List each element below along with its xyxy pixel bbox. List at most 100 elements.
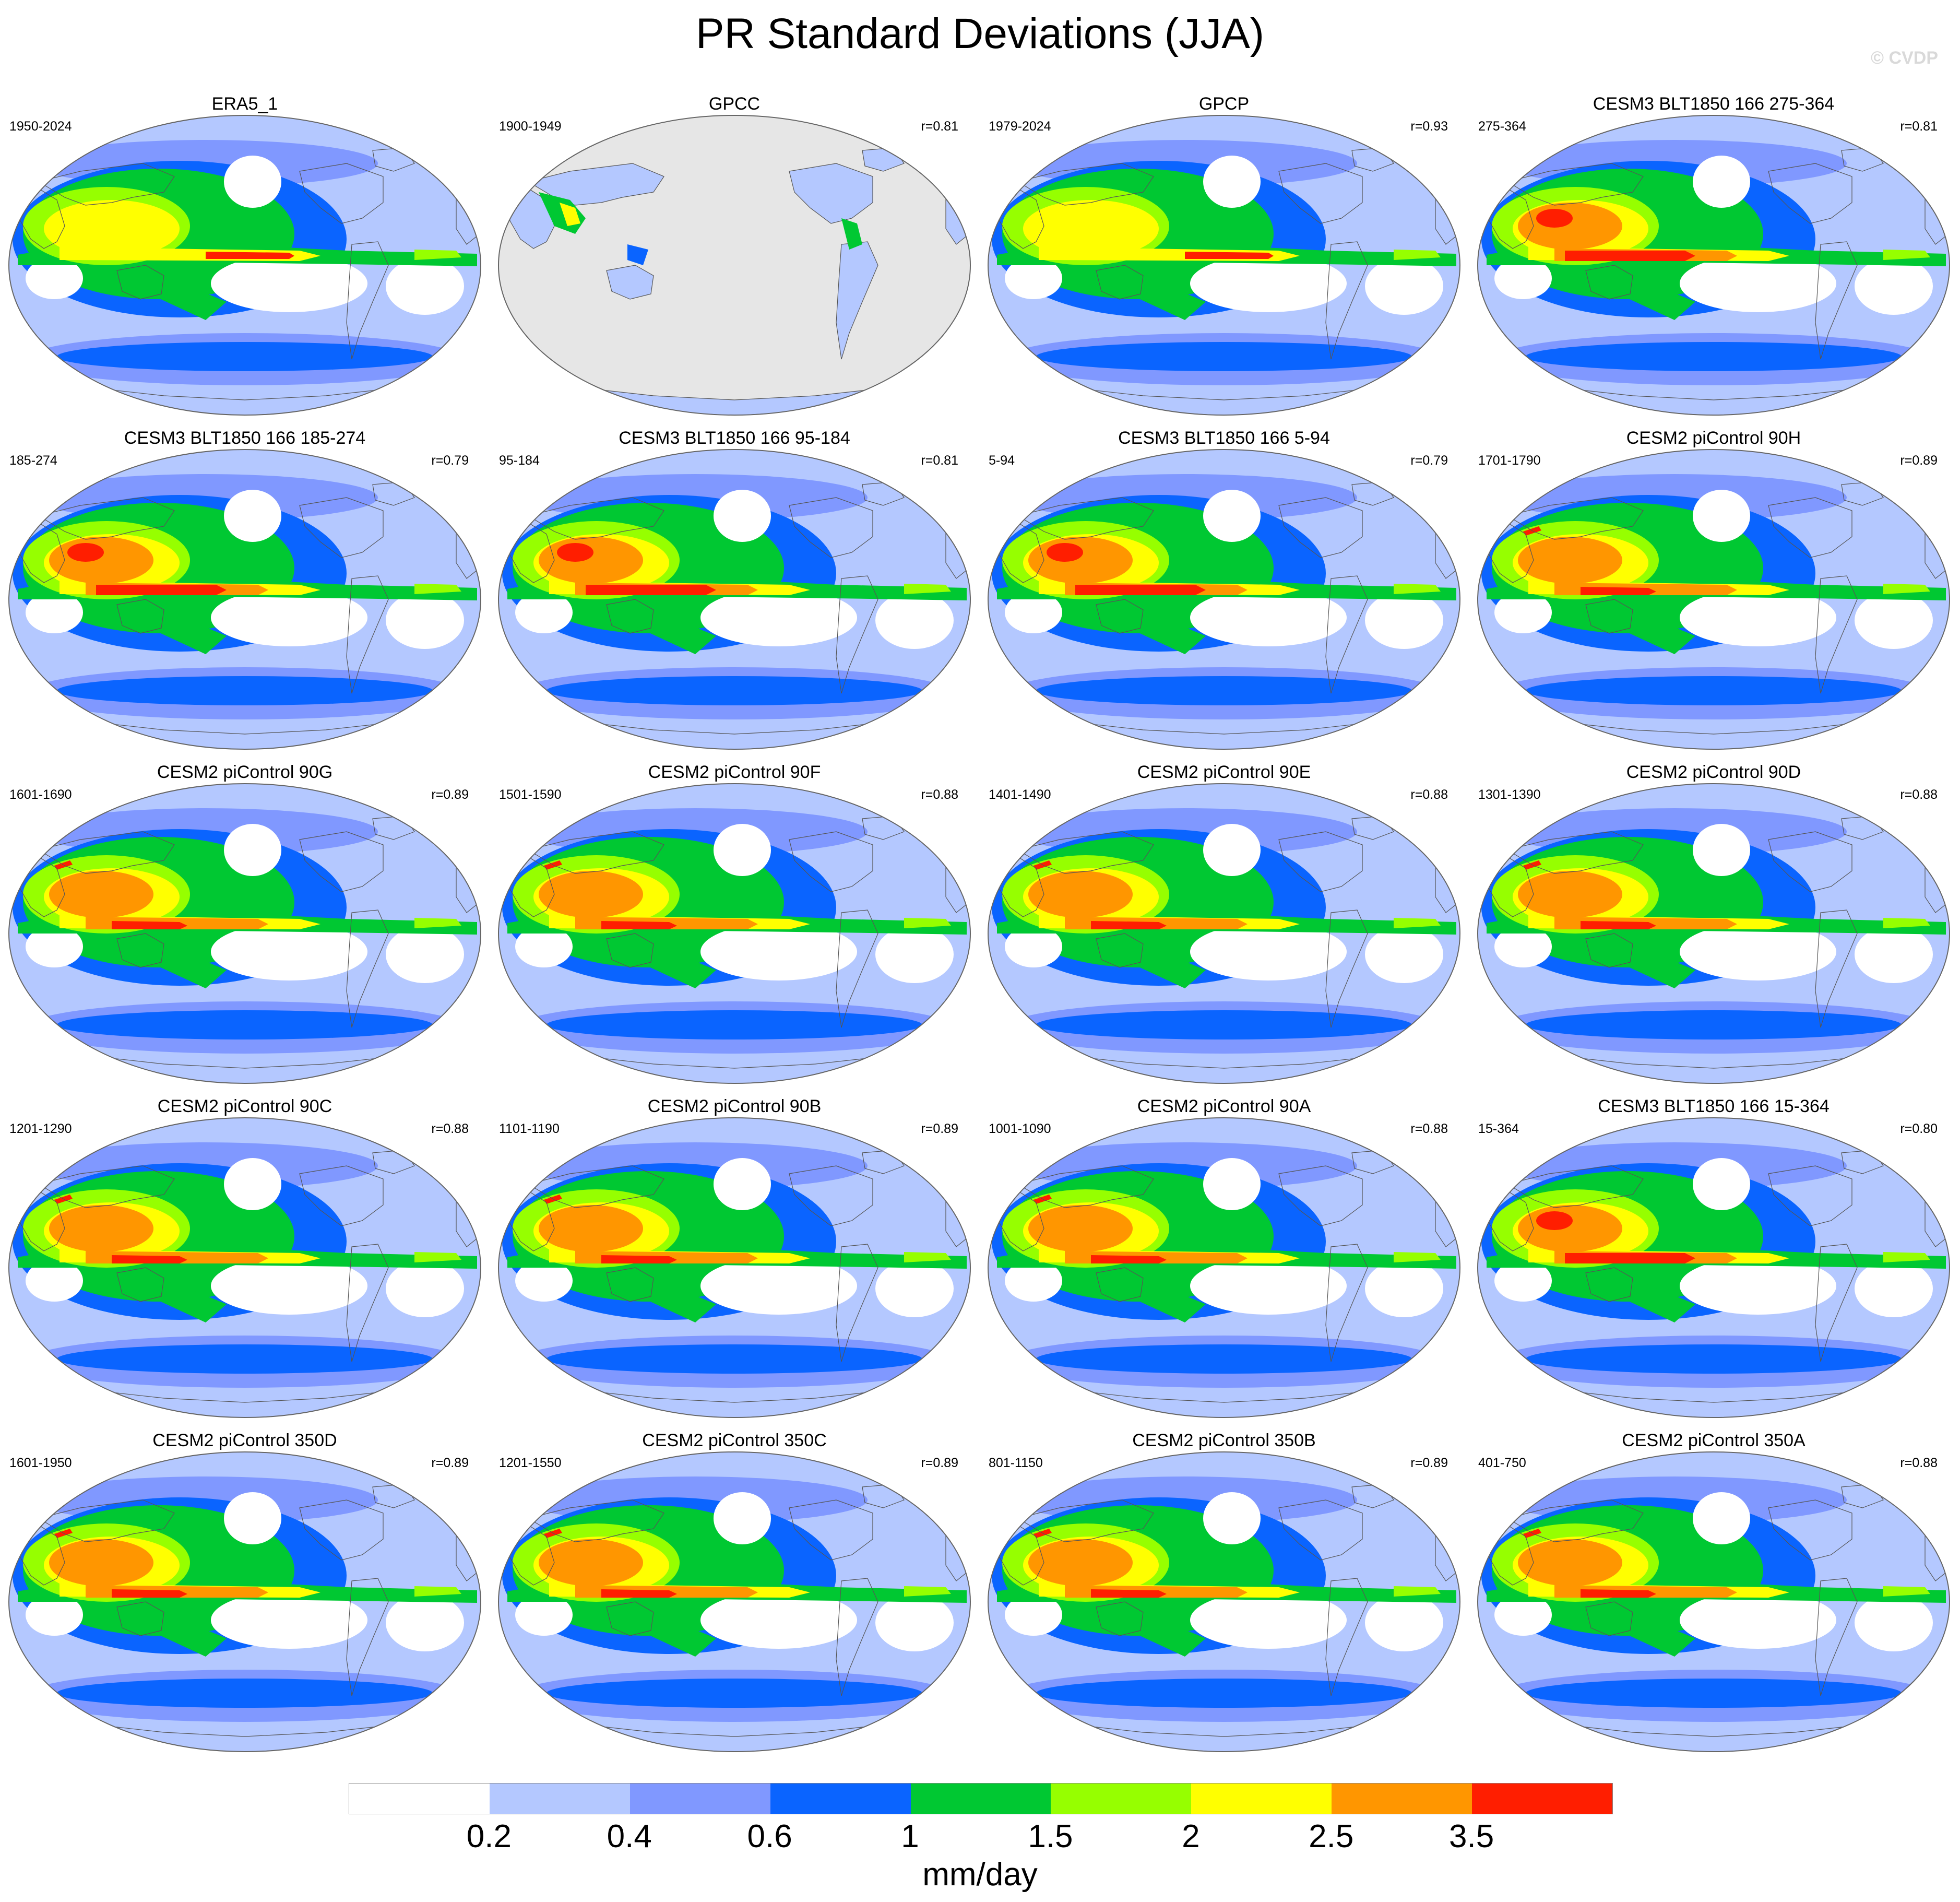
- map-panel: CESM2 piControl 90C 1201-1290 r=0.88: [0, 1086, 490, 1420]
- map-panel: CESM2 piControl 350D 1601-1950 r=0.89: [0, 1420, 490, 1754]
- panel-correlation: r=0.89: [921, 1456, 958, 1470]
- colorbar-labels: 0.2 0.4 0.6 1 1.5 2 2.5 3.5: [349, 1818, 1612, 1854]
- precip-map: [498, 115, 971, 416]
- precip-map: [1477, 1451, 1950, 1752]
- panel-years: 1201-1550: [499, 1456, 562, 1470]
- map-panel: GPCC 1900-1949 r=0.81: [490, 84, 979, 418]
- colorbar-tick-label: 2: [1182, 1818, 1200, 1854]
- panel-title: CESM2 piControl 90A: [1137, 1096, 1311, 1116]
- panel-correlation: r=0.79: [431, 453, 469, 468]
- precip-map: [8, 449, 481, 750]
- map-panel: CESM3 BLT1850 166 185-274 185-274 r=0.79: [0, 418, 490, 752]
- panel-correlation: r=0.89: [431, 1456, 469, 1470]
- panel-correlation: r=0.88: [921, 787, 958, 802]
- panel-correlation: r=0.89: [1900, 453, 1938, 468]
- precip-map: [8, 783, 481, 1084]
- precip-map: [988, 783, 1460, 1084]
- panel-correlation: r=0.88: [1410, 787, 1448, 802]
- panel-title: CESM2 piControl 90D: [1626, 762, 1801, 782]
- precip-map: [498, 1451, 971, 1752]
- panel-correlation: r=0.81: [921, 119, 958, 134]
- panel-years: 1979-2024: [989, 119, 1051, 134]
- panel-correlation: r=0.79: [1410, 453, 1448, 468]
- panel-years: 185-274: [9, 453, 57, 468]
- precip-map: [1477, 449, 1950, 750]
- precip-map: [8, 1451, 481, 1752]
- panel-title: CESM2 piControl 350D: [152, 1431, 337, 1450]
- panel-years: 401-750: [1478, 1456, 1526, 1470]
- precip-map: [498, 1117, 971, 1418]
- panel-title: CESM2 piControl 90E: [1137, 762, 1311, 782]
- figure-title: PR Standard Deviations (JJA): [695, 10, 1265, 57]
- colorbar-box: [1472, 1783, 1613, 1814]
- precip-map: [498, 449, 971, 750]
- colorbar-box: [1191, 1783, 1332, 1814]
- map-panel: CESM2 piControl 90D 1301-1390 r=0.88: [1469, 752, 1958, 1086]
- map-panel: CESM2 piControl 90H 1701-1790 r=0.89: [1469, 418, 1958, 752]
- map-panel: ERA5_1 1950-2024: [0, 84, 490, 418]
- colorbar-box: [629, 1783, 770, 1814]
- colorbar-box: [1332, 1783, 1472, 1814]
- panel-years: 1601-1690: [9, 787, 72, 802]
- colorbar-tick-label: 0.2: [466, 1818, 512, 1854]
- panel-title: CESM2 piControl 90F: [648, 762, 821, 782]
- panel-title: CESM2 piControl 350C: [642, 1431, 827, 1450]
- precip-map: [498, 783, 971, 1084]
- panel-years: 275-364: [1478, 119, 1526, 134]
- panel-years: 1950-2024: [9, 119, 72, 134]
- panel-title: CESM2 piControl 90G: [157, 762, 333, 782]
- precip-map: [988, 115, 1460, 416]
- panel-correlation: r=0.81: [1900, 119, 1938, 134]
- panel-title: CESM3 BLT1850 166 95-184: [619, 428, 850, 448]
- map-panel: CESM2 piControl 350C 1201-1550 r=0.89: [490, 1420, 979, 1754]
- colorbar-units: mm/day: [922, 1857, 1038, 1893]
- panel-years: 801-1150: [989, 1456, 1043, 1470]
- map-panel: CESM3 BLT1850 166 95-184 95-184 r=0.81: [490, 418, 979, 752]
- colorbar-box: [770, 1783, 911, 1814]
- panel-title: ERA5_1: [211, 94, 278, 114]
- panel-years: 95-184: [499, 453, 540, 468]
- panel-title: CESM2 piControl 350B: [1132, 1431, 1316, 1450]
- precip-map: [8, 1117, 481, 1418]
- map-panel: CESM3 BLT1850 166 275-364 275-364 r=0.81: [1469, 84, 1958, 418]
- panel-years: 1501-1590: [499, 787, 562, 802]
- panel-years: 15-364: [1478, 1121, 1519, 1136]
- panel-years: 1301-1390: [1478, 787, 1541, 802]
- panel-title: CESM2 piControl 90B: [647, 1096, 822, 1116]
- panel-title: CESM3 BLT1850 166 15-364: [1598, 1096, 1830, 1116]
- panel-title: GPCP: [1198, 94, 1250, 114]
- panel-years: 1001-1090: [989, 1121, 1051, 1136]
- panel-correlation: r=0.89: [921, 1121, 958, 1136]
- colorbar: [349, 1783, 1613, 1814]
- colorbar-box: [910, 1783, 1051, 1814]
- panel-years: 1401-1490: [989, 787, 1051, 802]
- panel-years: 5-94: [989, 453, 1015, 468]
- panel-title: CESM2 piControl 350A: [1622, 1431, 1805, 1450]
- colorbar-tick-label: 1: [901, 1818, 919, 1854]
- colorbar-tick-label: 1.5: [1028, 1818, 1073, 1854]
- colorbar-box: [489, 1783, 630, 1814]
- panel-title: CESM3 BLT1850 166 5-94: [1118, 428, 1330, 448]
- colorbar-box: [349, 1783, 490, 1814]
- cvdp-watermark: © CVDP: [1871, 48, 1938, 68]
- panel-correlation: r=0.89: [1410, 1456, 1448, 1470]
- panel-years: 1601-1950: [9, 1456, 72, 1470]
- panel-years: 1201-1290: [9, 1121, 72, 1136]
- panel-correlation: r=0.88: [1900, 1456, 1938, 1470]
- colorbar-tick-label: 3.5: [1449, 1818, 1494, 1854]
- panel-title: CESM2 piControl 90H: [1626, 428, 1801, 448]
- panel-correlation: r=0.88: [1900, 787, 1938, 802]
- map-panel: CESM2 piControl 90F 1501-1590 r=0.88: [490, 752, 979, 1086]
- precip-map: [8, 115, 481, 416]
- map-panel: CESM3 BLT1850 166 15-364 15-364 r=0.80: [1469, 1086, 1958, 1420]
- colorbar-tick-label: 0.6: [747, 1818, 792, 1854]
- map-panel: CESM3 BLT1850 166 5-94 5-94 r=0.79: [979, 418, 1469, 752]
- precip-map: [1477, 115, 1950, 416]
- panel-title: CESM3 BLT1850 166 185-274: [124, 428, 366, 448]
- panel-title: CESM3 BLT1850 166 275-364: [1593, 94, 1835, 114]
- panel-years: 1701-1790: [1478, 453, 1541, 468]
- map-panel: CESM2 piControl 90E 1401-1490 r=0.88: [979, 752, 1469, 1086]
- map-panel: GPCP 1979-2024 r=0.93: [979, 84, 1469, 418]
- map-panel: CESM2 piControl 90G 1601-1690 r=0.89: [0, 752, 490, 1086]
- panel-correlation: r=0.89: [431, 787, 469, 802]
